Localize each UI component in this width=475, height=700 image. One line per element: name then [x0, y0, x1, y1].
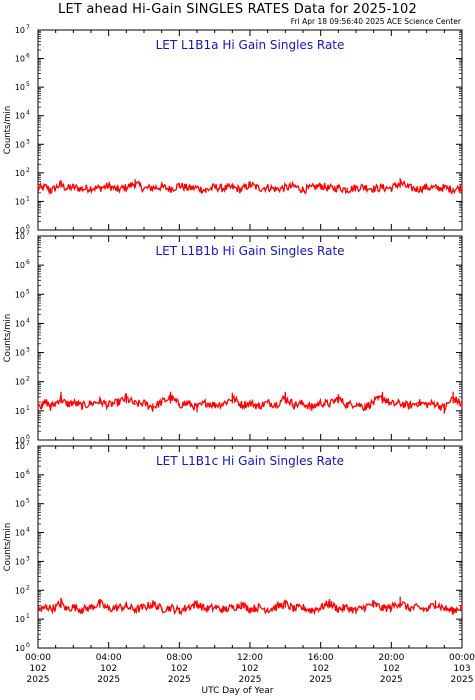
y-tick-label: 10: [15, 169, 25, 178]
plot-frame: [37, 235, 463, 441]
y-tick-label: 10: [15, 442, 25, 451]
y-tick-exponent: 5: [26, 498, 30, 505]
y-tick-exponent: 2: [26, 584, 30, 591]
y-tick-exponent: 0: [26, 224, 30, 231]
y-tick-exponent: 1: [26, 613, 30, 620]
y-tick-label: 10: [15, 83, 25, 92]
y-tick-label: 10: [15, 349, 25, 358]
y-tick-label: 10: [15, 232, 25, 241]
panel-title: LET L1B1c Hi Gain Singles Rate: [156, 454, 344, 468]
y-tick-exponent: 7: [26, 230, 30, 237]
y-tick-label: 10: [15, 500, 25, 509]
y-tick-exponent: 6: [26, 259, 30, 266]
x-tick-doy: 102: [171, 664, 188, 674]
y-tick-exponent: 3: [26, 555, 30, 562]
x-tick-time: 04:00: [96, 653, 122, 663]
y-tick-label: 10: [15, 226, 25, 235]
y-tick-exponent: 4: [26, 527, 30, 534]
y-tick-exponent: 2: [26, 376, 30, 383]
x-tick-time: 00:00: [25, 653, 51, 663]
y-tick-exponent: 2: [26, 167, 30, 174]
y-axis-label: Counts/min: [3, 314, 13, 363]
x-tick-time: 00:00: [449, 653, 475, 663]
x-tick-year: 2025: [380, 675, 403, 685]
x-tick-year: 2025: [27, 675, 50, 685]
x-tick-year: 2025: [239, 675, 262, 685]
plot-frame: [37, 445, 463, 649]
x-tick-year: 2025: [97, 675, 120, 685]
x-tick-doy: 102: [383, 664, 400, 674]
y-tick-exponent: 7: [26, 24, 30, 31]
y-axis-label: Counts/min: [3, 523, 13, 572]
x-axis-title: UTC Day of Year: [201, 686, 274, 696]
y-tick-exponent: 0: [26, 434, 30, 441]
y-tick-label: 10: [15, 290, 25, 299]
series-noise-trace: [37, 392, 463, 413]
x-tick-time: 08:00: [166, 653, 192, 663]
x-tick-year: 2025: [168, 675, 191, 685]
y-tick-label: 10: [15, 261, 25, 270]
y-tick-label: 10: [15, 140, 25, 149]
y-tick-exponent: 6: [26, 469, 30, 476]
y-axis-label: Counts/min: [3, 106, 13, 155]
x-tick-doy: 102: [100, 664, 117, 674]
y-tick-label: 10: [15, 55, 25, 64]
x-tick-year: 2025: [451, 675, 474, 685]
y-tick-label: 10: [15, 557, 25, 566]
y-tick-label: 10: [15, 529, 25, 538]
y-tick-exponent: 1: [26, 195, 30, 202]
y-tick-exponent: 1: [26, 405, 30, 412]
y-tick-exponent: 3: [26, 138, 30, 145]
series-noise-trace: [37, 598, 463, 616]
y-tick-label: 10: [15, 615, 25, 624]
y-tick-label: 10: [15, 436, 25, 445]
y-tick-label: 10: [15, 319, 25, 328]
x-tick-doy: 102: [241, 664, 258, 674]
y-tick-exponent: 5: [26, 288, 30, 295]
y-tick-exponent: 3: [26, 347, 30, 354]
x-tick-time: 12:00: [237, 653, 263, 663]
x-tick-time: 20:00: [378, 653, 404, 663]
x-tick-doy: 102: [312, 664, 329, 674]
x-tick-doy: 103: [453, 664, 470, 674]
panel-title: LET L1B1b Hi Gain Singles Rate: [155, 244, 344, 258]
y-tick-exponent: 0: [26, 642, 30, 649]
y-tick-exponent: 5: [26, 81, 30, 88]
y-tick-label: 10: [15, 644, 25, 653]
y-tick-exponent: 4: [26, 110, 30, 117]
y-tick-label: 10: [15, 407, 25, 416]
y-tick-label: 10: [15, 586, 25, 595]
x-tick-doy: 102: [29, 664, 46, 674]
plot-frame: [37, 29, 463, 231]
generation-timestamp: Fri Apr 18 09:56:40 2025 ACE Science Cen…: [290, 17, 461, 26]
y-tick-label: 10: [15, 378, 25, 387]
y-tick-exponent: 6: [26, 53, 30, 60]
y-tick-label: 10: [15, 197, 25, 206]
y-tick-label: 10: [15, 471, 25, 480]
y-tick-exponent: 4: [26, 317, 30, 324]
y-tick-label: 10: [15, 26, 25, 35]
x-tick-time: 16:00: [308, 653, 334, 663]
y-tick-exponent: 7: [26, 440, 30, 447]
y-tick-label: 10: [15, 112, 25, 121]
chart-main-title: LET ahead Hi-Gain SINGLES RATES Data for…: [58, 2, 417, 17]
x-tick-year: 2025: [309, 675, 332, 685]
panel-title: LET L1B1a Hi Gain Singles Rate: [156, 38, 345, 52]
